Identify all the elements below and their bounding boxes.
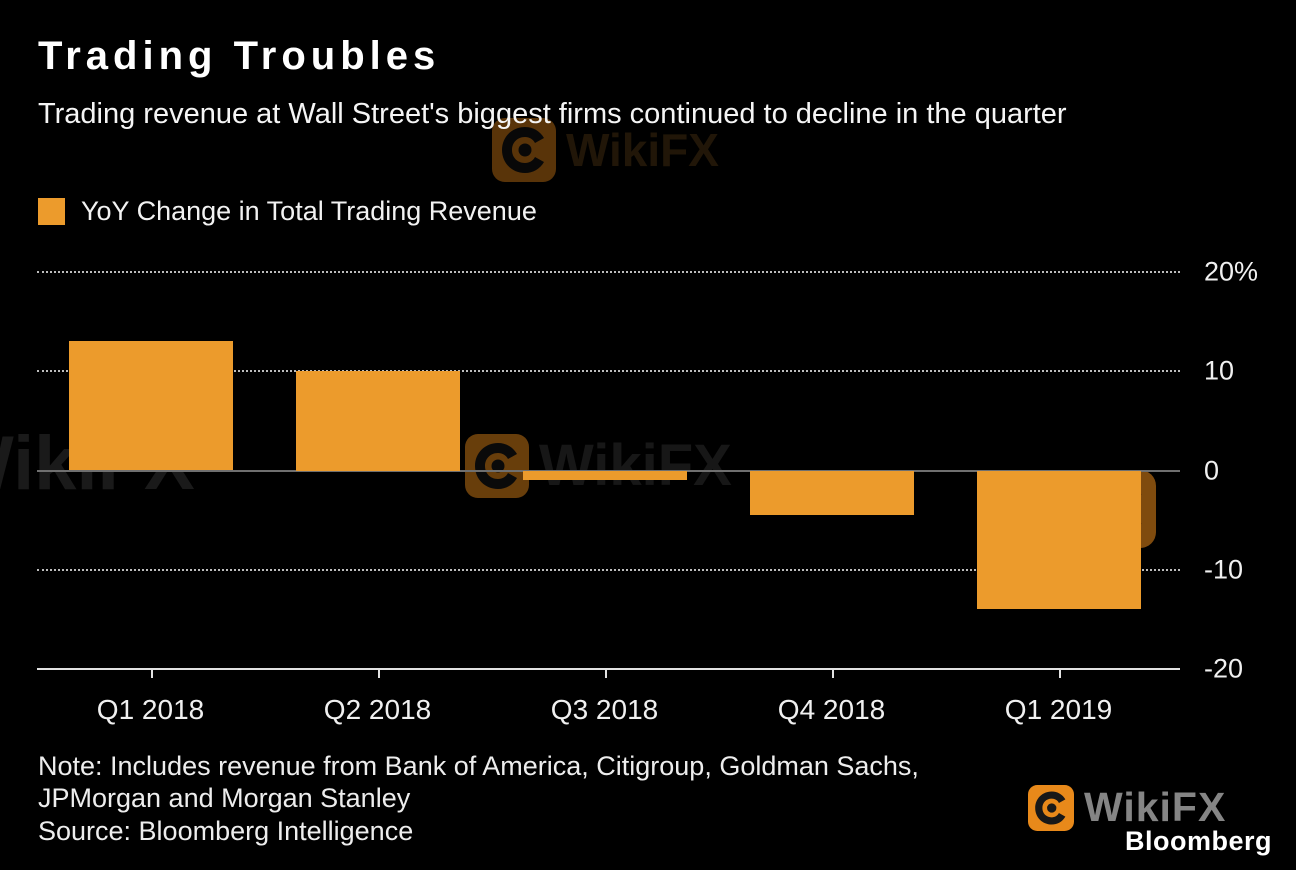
gridline	[37, 271, 1180, 273]
x-axis-tick	[377, 669, 380, 678]
x-axis-tick	[831, 669, 834, 678]
gridline	[37, 568, 1180, 571]
legend-swatch	[38, 198, 65, 225]
bar	[976, 470, 1141, 610]
x-axis-label: Q1 2018	[96, 694, 205, 725]
bar	[749, 470, 914, 516]
bar	[295, 371, 460, 471]
bloomberg-brand-text: Bloomberg	[1124, 826, 1272, 856]
y-axis-label: -20	[1204, 653, 1244, 684]
legend: YoY Change in Total Trading Revenue	[38, 196, 537, 227]
x-axis-tick	[1058, 669, 1061, 678]
gridline	[37, 370, 1180, 373]
legend-label: YoY Change in Total Trading Revenue	[81, 196, 537, 226]
bar	[522, 470, 687, 481]
x-axis-label: Q3 2018	[550, 694, 659, 725]
y-axis-label: 0	[1204, 455, 1220, 485]
bar	[68, 341, 233, 471]
chart-note: Note: Includes revenue from Bank of Amer…	[38, 751, 919, 814]
x-axis-label: Q1 2019	[1004, 694, 1113, 725]
chart-source: Source: Bloomberg Intelligence	[38, 816, 414, 846]
x-axis-tick	[604, 669, 607, 678]
page-subtitle: Trading revenue at Wall Street's biggest…	[38, 98, 1067, 130]
gridline	[37, 668, 1180, 670]
x-axis-label: Q2 2018	[323, 694, 432, 725]
x-axis-label: Q4 2018	[777, 694, 886, 725]
y-axis-label: -10	[1204, 554, 1244, 585]
x-axis-tick	[150, 669, 153, 678]
page-title: Trading Troubles	[38, 34, 441, 78]
y-axis-label: 20%	[1204, 256, 1259, 287]
y-axis-label: 10	[1204, 355, 1235, 386]
